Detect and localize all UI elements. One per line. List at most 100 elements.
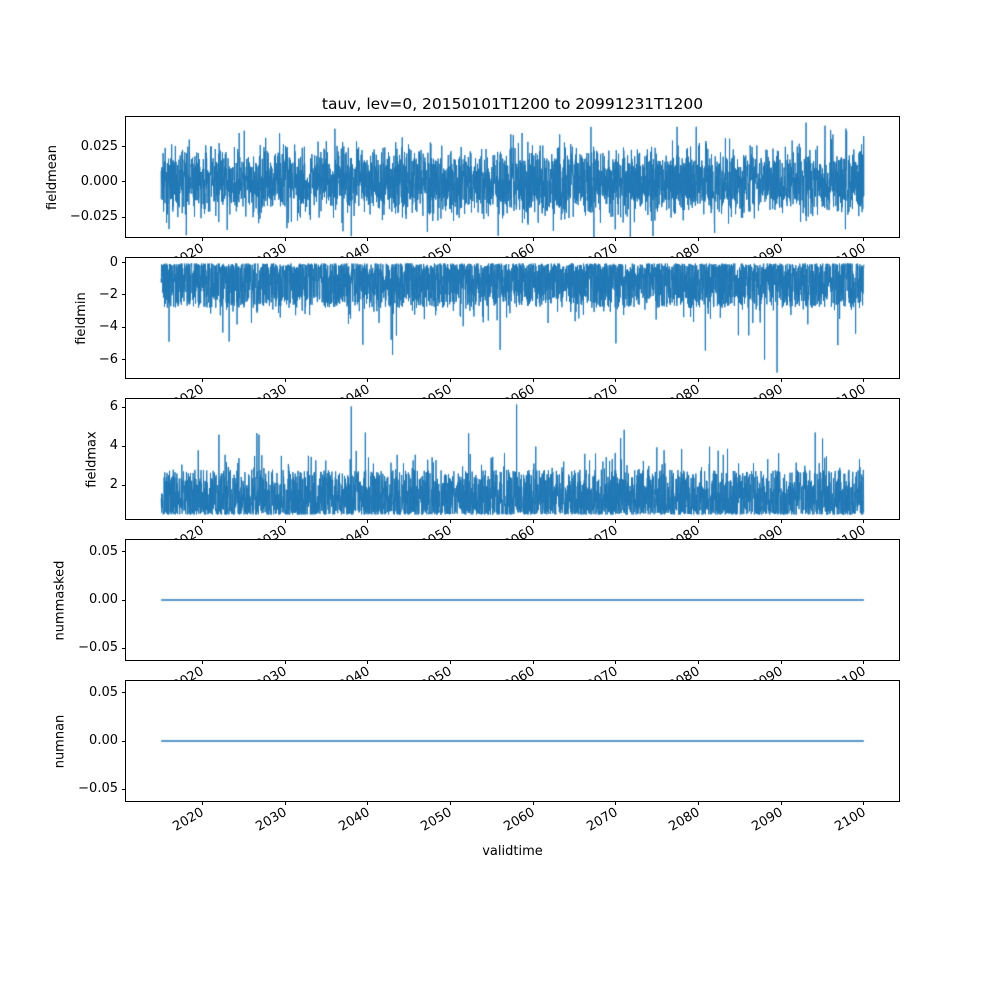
x-tick-mark (532, 378, 534, 382)
y-tick-mark (122, 406, 126, 408)
x-tick-mark (863, 378, 865, 382)
y-tick-mark (122, 262, 126, 264)
y-axis-label-wrap: fieldmax (84, 399, 100, 519)
y-tick-mark (122, 359, 126, 361)
numnan-line-series (126, 681, 899, 801)
y-axis-label-fieldmin: fieldmin (73, 291, 89, 345)
x-tick-mark (780, 660, 782, 664)
x-tick-mark (863, 519, 865, 523)
fieldmax-line-series (126, 399, 899, 519)
y-axis-label-nummasked: nummasked (52, 560, 68, 640)
y-axis-label-wrap: fieldmean (44, 117, 60, 237)
y-tick-mark (122, 692, 126, 694)
x-tick-mark (449, 378, 451, 382)
x-tick-mark (367, 660, 369, 664)
y-tick-label: 0 (109, 254, 118, 270)
x-tick-mark (863, 237, 865, 241)
y-tick-label: 0.000 (80, 173, 118, 189)
x-tick-mark (367, 519, 369, 523)
x-tick-mark (780, 519, 782, 523)
x-tick-mark (367, 378, 369, 382)
y-tick-mark (122, 551, 126, 553)
x-tick-label: 2100 (832, 805, 869, 835)
y-tick-mark (122, 599, 126, 601)
y-tick-label: −2 (98, 286, 118, 302)
y-tick-mark (122, 788, 126, 790)
x-tick-label: 2040 (336, 805, 373, 835)
x-tick-mark (698, 519, 700, 523)
y-axis-label-wrap: fieldmin (73, 258, 89, 378)
subplot-nummasked: nummasked 2020 2030 2040 2050 2060 2070 2080 20… (53, 539, 900, 694)
y-tick-label: −6 (98, 351, 118, 367)
y-axis-label-numnan: numnan (52, 714, 68, 768)
x-tick-mark (284, 801, 286, 805)
figure-title: tauv, lev=0, 20150101T1200 to 20991231T1… (321, 95, 704, 113)
x-tick-mark (367, 801, 369, 805)
subplot-fieldmean: fieldmean 2020 2030 2040 2050 2060 2070 2080 20… (45, 116, 900, 271)
x-tick-label: 2070 (584, 805, 621, 835)
y-tick-mark (122, 326, 126, 328)
x-tick-mark (532, 519, 534, 523)
x-tick-mark (449, 660, 451, 664)
x-tick-mark (698, 660, 700, 664)
nummasked-line-series (126, 540, 899, 660)
y-axis-label-wrap: nummasked (52, 540, 68, 660)
x-tick-mark (615, 519, 617, 523)
x-tick-label: 2050 (418, 805, 455, 835)
x-tick-mark (615, 237, 617, 241)
y-tick-label: −4 (98, 319, 118, 335)
x-tick-mark (532, 237, 534, 241)
x-tick-mark (780, 801, 782, 805)
y-tick-mark (122, 216, 126, 218)
x-tick-mark (201, 519, 203, 523)
x-tick-mark (449, 801, 451, 805)
y-tick-mark (122, 294, 126, 296)
y-tick-label: 0.00 (89, 592, 118, 607)
y-axis-label-wrap: numnan (52, 681, 68, 801)
x-tick-mark (863, 801, 865, 805)
x-tick-label: 2030 (253, 805, 290, 835)
x-tick-mark (615, 660, 617, 664)
y-tick-label: 6 (109, 399, 118, 415)
y-axis-label-fieldmax: fieldmax (84, 430, 100, 488)
y-tick-label: 2 (109, 477, 118, 493)
y-tick-label: 0.05 (89, 543, 118, 559)
y-tick-mark (122, 445, 126, 447)
fieldmin-line-series (126, 258, 899, 378)
x-tick-label: 2090 (749, 805, 786, 835)
x-tick-mark (698, 378, 700, 382)
x-tick-mark (201, 660, 203, 664)
y-tick-mark (122, 146, 126, 148)
x-tick-mark (201, 378, 203, 382)
y-tick-label: −0.05 (78, 781, 118, 797)
fieldmean-line-series (126, 117, 899, 237)
x-tick-mark (284, 378, 286, 382)
y-tick-mark (122, 181, 126, 183)
x-tick-mark (284, 237, 286, 241)
subplot-fieldmin: fieldmin 2020 2030 2040 2050 2060 2070 2080 209… (74, 255, 900, 412)
y-tick-label: 0.00 (89, 733, 118, 748)
subplot-fieldmax: fieldmax 2020 2030 2040 2050 2060 2070 2080 209… (85, 398, 900, 553)
y-tick-label: −0.05 (78, 640, 118, 656)
y-tick-mark (122, 740, 126, 742)
y-tick-label: 0.05 (89, 684, 118, 700)
x-axis-label: validtime (482, 844, 543, 859)
x-tick-mark (780, 237, 782, 241)
y-tick-label: −0.025 (69, 209, 118, 225)
x-tick-mark (780, 378, 782, 382)
y-tick-label: 0.025 (80, 138, 118, 154)
x-tick-mark (284, 519, 286, 523)
x-tick-mark (367, 237, 369, 241)
x-tick-label: 2060 (501, 805, 538, 835)
x-tick-label: 2080 (666, 805, 704, 835)
x-tick-mark (698, 801, 700, 805)
x-tick-mark (532, 801, 534, 805)
x-tick-mark (449, 237, 451, 241)
x-tick-mark (532, 660, 534, 664)
y-tick-mark (122, 647, 126, 649)
y-axis-label-fieldmean: fieldmean (44, 144, 60, 210)
x-tick-mark (698, 237, 700, 241)
x-tick-label: 2020 (170, 805, 207, 835)
x-tick-mark (201, 237, 203, 241)
x-tick-mark (863, 660, 865, 664)
